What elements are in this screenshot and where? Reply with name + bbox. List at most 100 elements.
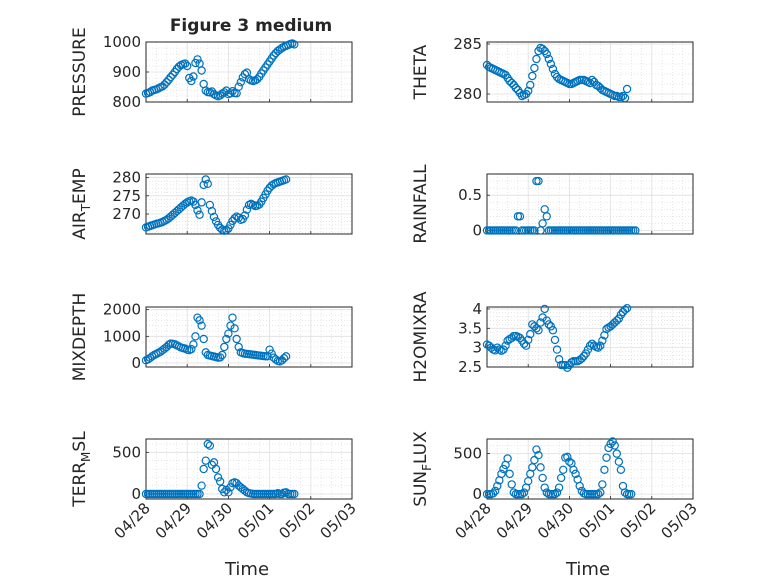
data-point	[526, 80, 535, 90]
data-point	[532, 54, 541, 64]
data-point	[612, 449, 621, 458]
y-tick-label: 2000	[103, 301, 141, 319]
data-point	[542, 49, 551, 59]
x-axis-label: Time	[565, 559, 610, 580]
data-point	[493, 481, 502, 491]
data-point	[563, 363, 572, 372]
data-point	[253, 74, 262, 84]
data-point	[618, 91, 628, 101]
data-point	[554, 483, 564, 492]
data-point	[503, 454, 512, 463]
data-point	[201, 86, 210, 95]
data-point	[534, 451, 543, 460]
y-tick-label: 800	[112, 93, 141, 111]
data-point	[269, 51, 278, 60]
axes-border	[145, 306, 353, 368]
x-axis-label: Time	[224, 559, 269, 580]
data-point	[565, 457, 574, 466]
data-point	[622, 84, 632, 94]
data-point	[193, 313, 202, 322]
data-point	[162, 77, 171, 87]
data-point	[546, 59, 556, 69]
data-point	[620, 488, 630, 497]
subplot-theta: 280 285 THETA	[411, 35, 694, 103]
data-point	[240, 211, 250, 220]
data-point	[499, 464, 508, 474]
data-point	[160, 80, 169, 89]
y-axis-label: MIXDEPTH	[70, 293, 90, 382]
y-axis-label: AIRTEMP	[70, 168, 93, 239]
data-point	[620, 305, 630, 314]
axes-border	[145, 438, 353, 500]
data-point	[228, 86, 237, 96]
data-point	[209, 212, 219, 222]
data-point	[538, 473, 547, 483]
data-point	[616, 465, 626, 475]
data-point	[147, 352, 157, 361]
y-tick-label: 4	[472, 300, 482, 318]
data-point	[585, 341, 595, 350]
y-tick-label: 0	[131, 354, 141, 372]
series-markers	[141, 313, 291, 366]
data-point	[602, 324, 611, 334]
y-tick-label: 500	[453, 445, 482, 463]
data-point	[240, 69, 250, 79]
data-point	[542, 212, 551, 221]
data-point	[616, 310, 626, 319]
y-axis-label-rest: LUX	[411, 431, 431, 464]
y-tick-label: 0	[472, 221, 482, 239]
data-point	[193, 55, 202, 64]
data-point	[526, 329, 535, 339]
data-point	[197, 66, 206, 75]
data-point	[511, 83, 521, 93]
axes-border	[486, 41, 694, 103]
data-point	[180, 59, 190, 68]
y-tick-label: 2.5	[458, 358, 482, 376]
data-point	[195, 489, 204, 499]
data-point	[199, 180, 208, 190]
data-point	[507, 78, 516, 88]
data-point	[166, 72, 175, 82]
data-point	[222, 334, 231, 344]
data-point	[189, 72, 198, 81]
data-point	[215, 477, 225, 486]
y-tick-label: 280	[112, 169, 141, 187]
data-point	[281, 175, 291, 184]
y-tick-label: 0	[131, 485, 141, 503]
data-point	[222, 225, 231, 235]
y-tick-label: 1000	[103, 33, 141, 51]
series-markers	[141, 175, 291, 235]
data-point	[199, 334, 208, 344]
data-point	[559, 465, 568, 475]
data-point	[517, 489, 527, 499]
data-point	[556, 473, 566, 483]
y-axis-label-main: TERR	[70, 462, 90, 508]
data-point	[182, 61, 192, 71]
data-point	[503, 336, 512, 345]
data-point	[222, 485, 231, 495]
data-point	[540, 304, 549, 314]
data-point	[244, 74, 254, 84]
axes-border	[486, 438, 694, 500]
data-point	[491, 346, 500, 355]
data-point	[579, 351, 589, 361]
data-point	[600, 465, 609, 475]
data-point	[279, 354, 289, 363]
data-point	[598, 480, 607, 489]
y-tick-label: 3.5	[458, 319, 482, 337]
y-axis-label-main: SUN	[411, 471, 431, 507]
data-point	[191, 332, 200, 341]
data-point	[497, 469, 506, 479]
data-point	[277, 489, 287, 499]
y-tick-label: 500	[112, 443, 141, 461]
y-axis-label: RAINFALL	[411, 164, 431, 244]
data-point	[154, 84, 163, 93]
data-point	[187, 76, 196, 86]
data-point	[230, 214, 239, 223]
data-point	[501, 341, 510, 350]
axes-border	[145, 173, 353, 235]
data-point	[538, 44, 547, 54]
subplot-h2omixra: 2.53 3.54 H2OMIXRA	[411, 291, 694, 383]
data-point	[524, 335, 533, 345]
